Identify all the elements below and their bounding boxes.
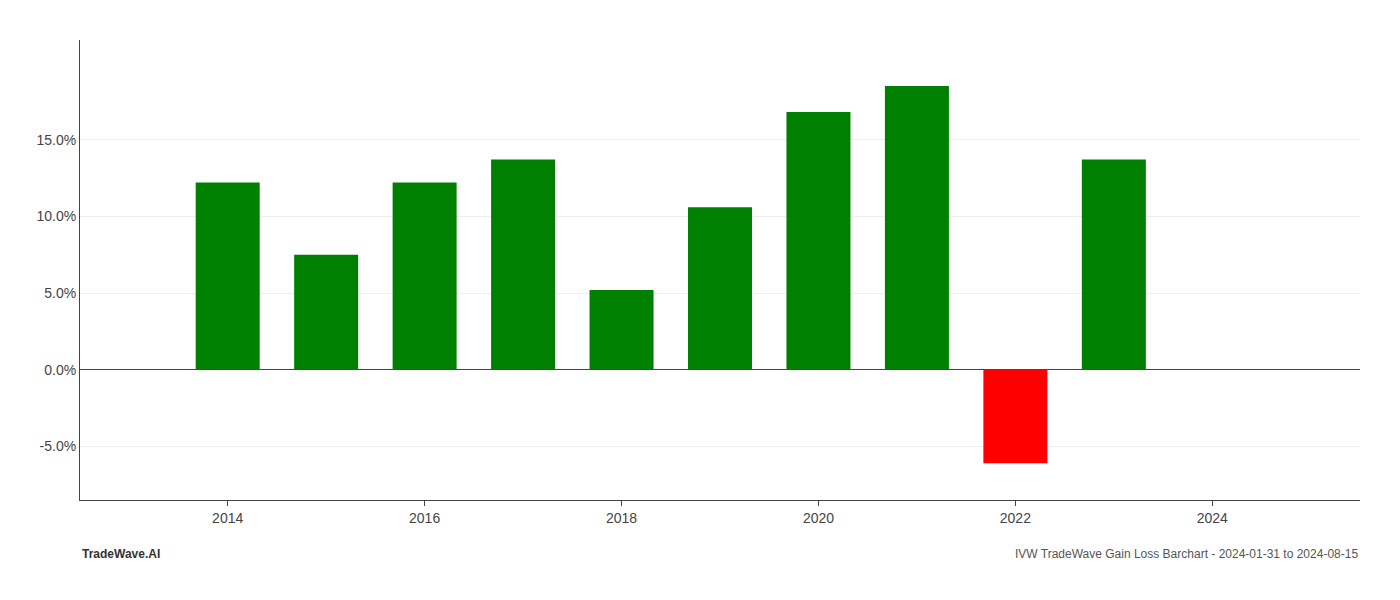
svg-text:2014: 2014 [212,510,243,526]
svg-text:15.0%: 15.0% [36,132,76,148]
svg-text:-5.0%: -5.0% [40,438,77,454]
svg-text:10.0%: 10.0% [36,208,76,224]
svg-text:5.0%: 5.0% [44,285,76,301]
svg-text:2024: 2024 [1197,510,1228,526]
svg-text:2018: 2018 [606,510,637,526]
svg-text:0.0%: 0.0% [44,362,76,378]
svg-text:2016: 2016 [409,510,440,526]
svg-text:2022: 2022 [1000,510,1031,526]
svg-text:2020: 2020 [803,510,834,526]
svg-text:TradeWave.AI: TradeWave.AI [82,547,160,561]
svg-text:IVW TradeWave Gain Loss Barcha: IVW TradeWave Gain Loss Barchart - 2024-… [1015,547,1358,561]
